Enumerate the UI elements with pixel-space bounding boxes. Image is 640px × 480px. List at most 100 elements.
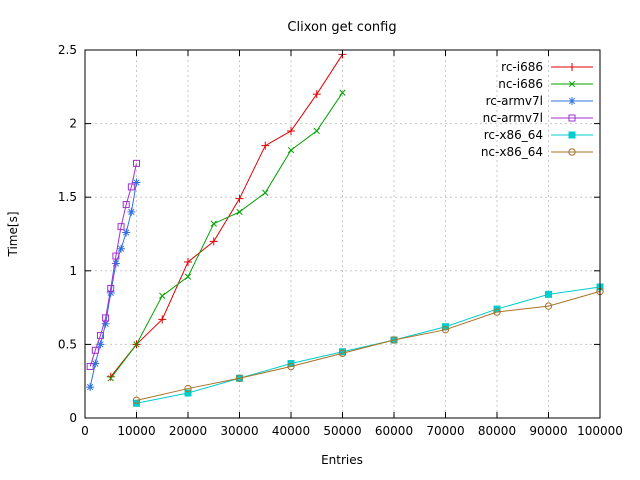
series-line xyxy=(89,163,137,367)
x-tick-label: 80000 xyxy=(478,424,516,438)
marker-asterisk xyxy=(117,244,126,253)
marker-asterisk xyxy=(122,228,131,237)
legend-label: rc-x86_64 xyxy=(484,128,543,142)
x-axis-label: Entries xyxy=(321,453,363,467)
marker-cross xyxy=(313,127,320,135)
y-tick-label: 2.5 xyxy=(58,43,77,57)
marker-cross xyxy=(236,208,243,216)
marker-square-open xyxy=(91,346,99,354)
marker-circle-open xyxy=(287,362,295,371)
marker-asterisk xyxy=(568,97,576,105)
marker-circle-open xyxy=(184,384,192,393)
series-line xyxy=(110,92,343,379)
marker-plus xyxy=(209,237,218,246)
series-line xyxy=(89,182,137,388)
marker-circle-open xyxy=(235,374,244,382)
chart-title: Clixon get config xyxy=(287,20,396,35)
series-nc-i686 xyxy=(107,89,346,382)
marker-plus xyxy=(568,63,576,71)
marker-asterisk xyxy=(127,207,136,216)
x-tick-label: 10000 xyxy=(117,424,155,438)
series-line xyxy=(110,54,343,378)
marker-asterisk xyxy=(91,359,100,368)
legend-item: rc-armv7l xyxy=(486,94,593,108)
axis-layer: 0 10000 20000 30000 40000 50000 60000 70000 8000… xyxy=(58,43,623,438)
marker-circle-open xyxy=(493,308,501,316)
x-tick-label: 20000 xyxy=(169,424,207,438)
legend-label: nc-i686 xyxy=(498,77,543,91)
y-tick-label: 1.5 xyxy=(58,190,77,204)
x-tick-label: 100000 xyxy=(577,424,623,438)
x-tick-label: 70000 xyxy=(426,424,464,438)
marker-square-filled xyxy=(568,131,576,139)
legend-item: nc-armv7l xyxy=(483,111,593,125)
marker-cross xyxy=(210,220,217,227)
x-tick-label: 0 xyxy=(81,424,89,438)
series-line xyxy=(136,290,601,401)
marker-square-filled xyxy=(545,290,552,298)
marker-plus xyxy=(235,194,244,203)
marker-square-open xyxy=(133,159,140,167)
x-tick-label: 30000 xyxy=(220,424,258,438)
marker-asterisk xyxy=(96,340,105,349)
legend-item: rc-i686 xyxy=(501,60,593,74)
y-axis-label: Time[s] xyxy=(6,212,20,258)
marker-plus xyxy=(261,141,270,150)
marker-cross xyxy=(568,80,576,88)
marker-circle-open xyxy=(568,148,576,156)
x-tick-label: 40000 xyxy=(272,424,310,438)
marker-cross xyxy=(339,89,346,96)
y-tick-label: 0.5 xyxy=(58,337,77,351)
marker-plus xyxy=(312,90,321,99)
marker-cross xyxy=(159,292,166,299)
x-tick-label: 60000 xyxy=(375,424,413,438)
x-tick-label: 90000 xyxy=(529,424,567,438)
marker-cross xyxy=(107,375,114,382)
series-rc-armv7l xyxy=(86,178,141,392)
y-tick-label: 2 xyxy=(69,117,77,131)
legend-label: rc-i686 xyxy=(501,60,543,74)
y-tick-label: 1 xyxy=(69,264,77,278)
legend-item: rc-x86_64 xyxy=(484,128,593,142)
marker-cross xyxy=(133,341,140,348)
marker-square-open xyxy=(96,332,104,340)
series-nc-armv7l xyxy=(86,159,140,370)
marker-asterisk xyxy=(101,319,110,328)
marker-square-open xyxy=(102,314,110,322)
x-tick-label: 50000 xyxy=(323,424,361,438)
marker-square-open xyxy=(112,252,120,260)
legend-label: nc-x86_64 xyxy=(481,145,543,159)
series-layer xyxy=(86,50,604,407)
marker-square-open xyxy=(107,284,115,292)
legend-item: nc-x86_64 xyxy=(481,145,593,159)
marker-plus xyxy=(158,315,167,324)
marker-circle-open xyxy=(338,349,347,357)
marker-square-open xyxy=(86,362,94,370)
marker-circle-open xyxy=(441,325,450,334)
legend-label: rc-armv7l xyxy=(486,94,543,108)
marker-asterisk xyxy=(106,288,115,297)
marker-circle-open xyxy=(544,302,553,310)
marker-circle-open xyxy=(390,336,398,344)
marker-plus xyxy=(106,372,115,381)
series-rc-i686 xyxy=(106,50,347,381)
marker-square-open xyxy=(127,183,135,191)
legend-label: nc-armv7l xyxy=(483,111,543,125)
y-tick-label: 0 xyxy=(69,411,77,425)
marker-asterisk xyxy=(132,178,141,187)
legend-layer: rc-i686 nc-i686 rc-armv7l nc-armv7l rc-x86_6… xyxy=(481,60,593,159)
legend-item: nc-i686 xyxy=(498,77,593,91)
marker-cross xyxy=(262,189,269,196)
marker-asterisk xyxy=(111,259,120,268)
marker-cross xyxy=(287,146,295,154)
marker-square-open xyxy=(122,201,130,209)
series-rc-x86_64 xyxy=(133,283,604,407)
marker-square-filled xyxy=(184,389,192,397)
marker-square-open xyxy=(568,114,576,122)
marker-cross xyxy=(184,273,192,280)
marker-circle-open xyxy=(132,396,141,405)
marker-asterisk xyxy=(86,383,95,392)
marker-plus xyxy=(287,126,295,135)
